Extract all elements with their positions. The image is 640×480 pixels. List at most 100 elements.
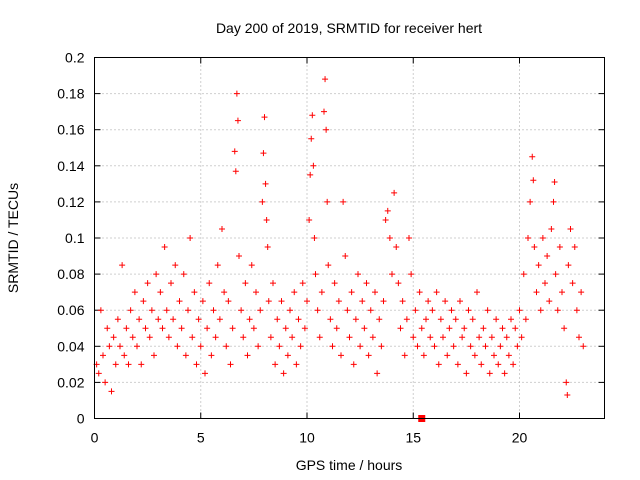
data-point	[433, 289, 440, 296]
data-point	[416, 289, 423, 296]
data-point	[542, 280, 548, 287]
data-point	[488, 334, 495, 341]
data-point	[363, 280, 370, 287]
data-point	[278, 298, 285, 305]
data-point	[491, 352, 497, 359]
data-point	[478, 361, 485, 368]
data-point	[435, 361, 442, 368]
data-point	[236, 253, 242, 260]
data-point	[148, 307, 155, 314]
data-point	[565, 262, 572, 269]
data-point	[389, 271, 395, 278]
data-point	[559, 289, 565, 296]
data-point	[212, 334, 219, 341]
data-point	[348, 289, 355, 296]
data-point	[100, 352, 106, 359]
data-point	[114, 316, 121, 323]
data-point	[197, 343, 204, 350]
data-point	[508, 316, 514, 323]
data-point	[529, 153, 536, 160]
data-point	[229, 325, 236, 332]
data-point	[397, 325, 404, 332]
data-point	[367, 307, 374, 314]
data-point	[372, 289, 378, 296]
data-point	[444, 352, 451, 359]
data-point	[182, 352, 189, 359]
data-point	[465, 307, 472, 314]
data-point	[329, 343, 336, 350]
data-point	[293, 361, 300, 368]
data-point	[346, 334, 353, 341]
data-point	[274, 316, 281, 323]
data-point	[257, 307, 264, 314]
data-point	[484, 307, 491, 314]
x-axis: 0 5 10 15 20	[91, 57, 527, 446]
data-point	[414, 343, 421, 350]
data-point	[344, 307, 351, 314]
data-point	[178, 325, 185, 332]
data-point	[384, 207, 391, 214]
data-point	[244, 352, 251, 359]
chart-title: Day 200 of 2019, SRMTID for receiver her…	[216, 20, 482, 36]
data-point	[550, 198, 557, 205]
data-point	[106, 343, 113, 350]
data-point	[323, 126, 330, 133]
data-point	[361, 325, 368, 332]
data-point	[185, 307, 191, 314]
data-point	[516, 307, 523, 314]
data-point	[499, 325, 506, 332]
data-point	[446, 325, 453, 332]
data-point	[202, 370, 208, 377]
data-point	[518, 334, 525, 341]
data-point	[262, 180, 269, 187]
data-point	[119, 262, 126, 269]
data-point	[482, 343, 489, 350]
data-point	[287, 307, 293, 314]
data-point	[380, 298, 387, 305]
data-point	[530, 177, 537, 184]
data-point	[270, 280, 276, 287]
data-point	[510, 361, 517, 368]
data-point	[102, 379, 109, 386]
data-point	[204, 325, 211, 332]
data-point	[551, 179, 558, 186]
data-point	[263, 216, 270, 223]
data-point	[522, 316, 529, 323]
data-point	[335, 298, 342, 305]
x-axis-label: GPS time / hours	[296, 457, 403, 473]
data-point	[391, 189, 398, 196]
data-point	[454, 361, 461, 368]
data-point	[569, 280, 576, 287]
data-point	[410, 334, 417, 341]
data-point	[338, 352, 344, 359]
data-point	[580, 343, 587, 350]
data-point	[552, 271, 559, 278]
data-point	[253, 289, 259, 296]
y-tick-label: 0.02	[57, 374, 84, 390]
data-point	[564, 392, 571, 399]
data-point	[471, 352, 478, 359]
data-point	[208, 352, 215, 359]
data-point	[131, 289, 138, 296]
data-point	[187, 235, 194, 241]
data-point	[225, 298, 232, 305]
data-point	[408, 271, 415, 278]
data-point	[406, 235, 412, 241]
data-point	[497, 343, 504, 350]
data-point	[533, 289, 540, 296]
y-tick-label: 0.2	[65, 50, 85, 66]
data-point	[284, 352, 291, 359]
data-point	[537, 307, 544, 314]
data-point	[325, 262, 332, 269]
y-tick-label: 0.04	[57, 338, 84, 354]
data-point	[314, 307, 321, 314]
data-point	[357, 343, 364, 350]
data-point	[544, 253, 551, 260]
data-point	[242, 280, 249, 287]
data-point	[457, 298, 463, 305]
data-point	[297, 343, 304, 350]
data-point	[514, 343, 521, 350]
data-point	[342, 253, 349, 260]
data-point	[223, 343, 230, 350]
data-point	[423, 316, 429, 323]
